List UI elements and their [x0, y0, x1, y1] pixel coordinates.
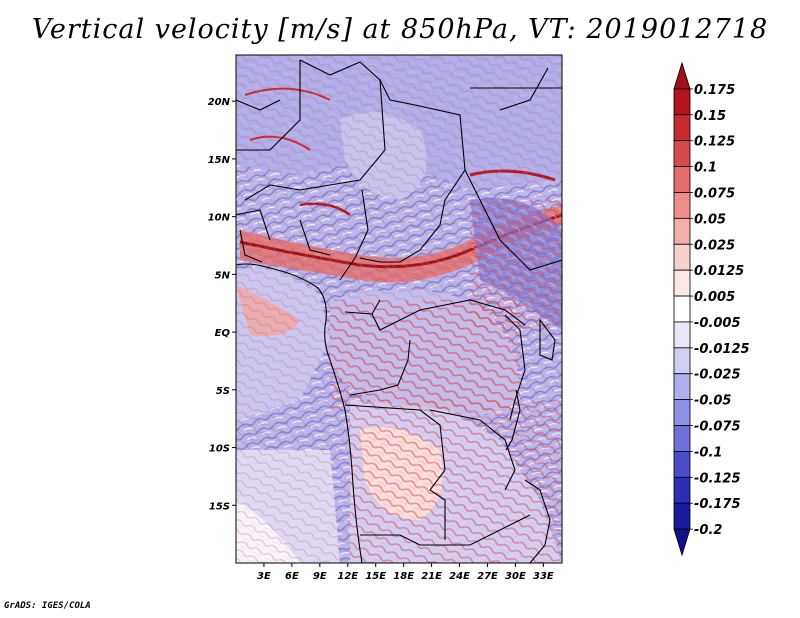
- colorbar-swatch: [673, 399, 691, 426]
- lon-tick-label: 12E: [337, 571, 358, 582]
- lat-tick-label: 20N: [208, 97, 231, 108]
- colorbar-swatch: [673, 243, 691, 271]
- lon-tick-label: 3E: [257, 571, 271, 582]
- lon-tick-label: 18E: [393, 571, 414, 582]
- colorbar: 0.175 0.15 0.125 0.1 0.075 0.05 0.025 0.0125 0.0…: [673, 61, 750, 557]
- colorbar-label: 0.025: [694, 238, 735, 253]
- colorbar-label: -0.1: [694, 445, 722, 460]
- colorbar-swatch: [673, 347, 691, 375]
- colorbar-label: -0.05: [694, 394, 731, 409]
- colorbar-swatch: [673, 295, 691, 323]
- vertical-velocity-field: [236, 55, 562, 563]
- colorbar-swatch: [673, 114, 691, 142]
- lat-tick-label: 10N: [208, 213, 231, 224]
- colorbar-label: 0.05: [694, 212, 726, 227]
- colorbar-label: 0.175: [694, 83, 735, 98]
- lon-tick-label: 21E: [421, 571, 442, 582]
- lon-tick-label: 9E: [313, 571, 327, 582]
- colorbar-swatch: [673, 269, 691, 297]
- longitude-axis: 3E 6E 9E 12E 15E 18E 21E 24E 27E 30E 33E: [257, 563, 554, 582]
- colorbar-label: -0.005: [694, 316, 741, 331]
- colorbar-swatch: [673, 140, 691, 167]
- colorbar-label: -0.0125: [694, 342, 750, 357]
- colorbar-swatch: [673, 61, 691, 90]
- colorbar-swatch: [673, 217, 691, 245]
- colorbar-label: 0.125: [694, 135, 735, 150]
- colorbar-label: 0.15: [694, 109, 726, 124]
- lon-tick-label: 15E: [365, 571, 386, 582]
- colorbar-swatch: [673, 373, 691, 401]
- map-frame: [235, 54, 563, 564]
- colorbar-label: -0.075: [694, 420, 741, 435]
- colorbar-label: 0.075: [694, 186, 735, 201]
- lon-tick-label: 6E: [285, 571, 299, 582]
- latitude-axis: 20N 15N 10N 5N EQ 5S 10S 15S: [208, 97, 236, 512]
- lat-tick-label: 5S: [216, 386, 230, 397]
- lon-tick-label: 33E: [533, 571, 554, 582]
- colorbar-swatch: [673, 476, 691, 504]
- colorbar-swatch: [673, 166, 691, 193]
- grads-credit: GrADS: IGES/COLA: [4, 601, 91, 611]
- lon-tick-label: 30E: [505, 571, 526, 582]
- lat-tick-label: 15S: [209, 501, 230, 512]
- lat-tick-label: EQ: [215, 328, 231, 339]
- lon-tick-label: 27E: [477, 571, 498, 582]
- chart-title: Vertical velocity [m/s] at 850hPa, VT: 2…: [31, 14, 769, 45]
- colorbar-swatch: [673, 451, 691, 478]
- colorbar-swatch: [673, 321, 691, 349]
- colorbar-swatch: [673, 88, 691, 116]
- colorbar-label: 0.1: [694, 161, 717, 176]
- colorbar-label: -0.025: [694, 368, 741, 383]
- colorbar-swatch: [673, 425, 691, 452]
- lon-tick-label: 24E: [449, 571, 470, 582]
- lat-tick-label: 5N: [215, 270, 231, 281]
- lat-tick-label: 10S: [209, 444, 230, 455]
- colorbar-label: 0.0125: [694, 264, 744, 279]
- colorbar-label: 0.005: [694, 290, 735, 305]
- colorbar-label: -0.2: [694, 523, 722, 538]
- colorbar-swatch: [673, 502, 691, 530]
- country-borders: [236, 59, 562, 563]
- colorbar-label: -0.175: [694, 497, 741, 512]
- colorbar-swatch: [673, 192, 691, 219]
- colorbar-swatch: [673, 528, 691, 557]
- colorbar-label: -0.125: [694, 471, 741, 486]
- lat-tick-label: 15N: [208, 155, 231, 166]
